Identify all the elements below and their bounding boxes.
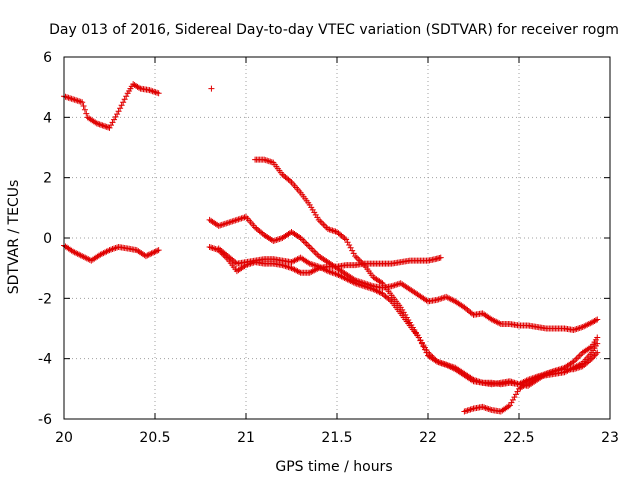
data-point [592,317,599,324]
data-points [61,81,601,415]
chart-title: Day 013 of 2016, Sidereal Day-to-day VTE… [49,22,619,38]
data-point [594,334,601,341]
data-point [99,122,106,129]
y-tick-label: -2 [38,291,52,307]
data-point [147,251,154,258]
ticks: 20 20.5 21 21.5 22 22.5 23 -6 -4 -2 0 2 4 6 [38,50,619,446]
data-point [149,249,156,256]
y-axis-label: SDTVAR / TECUs [6,180,22,295]
x-tick-label: 20 [55,430,73,446]
data-point [96,121,103,128]
x-axis-label: GPS time / hours [275,459,392,475]
y-tick-label: 0 [43,231,52,247]
data-point [93,120,100,127]
x-tick-label: 21 [237,430,255,446]
x-tick-label: 20.5 [139,430,170,446]
y-tick-label: 4 [43,110,52,126]
data-point [145,251,152,258]
data-point [154,247,161,254]
data-point [117,105,124,112]
x-tick-label: 23 [601,430,619,446]
data-point [420,343,427,350]
data-point [120,99,127,106]
data-point [121,96,128,103]
data-point [103,123,110,130]
series-arc-b-low [61,242,162,264]
data-point [118,102,125,109]
data-point [152,248,159,255]
y-tick-label: -6 [38,412,52,428]
data-point [123,93,130,100]
data-point [208,85,215,92]
series-arc-g [461,334,601,415]
data-point [95,120,102,127]
data-point [417,337,424,344]
x-tick-label: 22 [419,430,437,446]
data-point [418,340,425,347]
data-point [437,254,444,261]
data-point [115,108,122,115]
data-point [102,123,109,130]
y-tick-label: 6 [43,50,52,66]
data-point [80,103,87,110]
series-arc-a-high [61,81,162,131]
y-tick-label: 2 [43,171,52,187]
grid [64,57,610,419]
data-point [142,253,149,260]
data-point [144,252,151,259]
data-point [98,121,105,128]
data-point [83,110,90,117]
data-point [100,122,107,129]
data-point [151,249,158,256]
data-point [594,349,601,356]
series-arc-f [252,156,601,388]
data-point [423,349,430,356]
series-isolated [208,85,215,92]
data-point [415,334,422,341]
y-tick-label: -4 [38,352,52,368]
series-arc-d [206,213,601,334]
data-point [155,90,162,97]
data-point [79,99,86,106]
data-point [155,247,162,254]
data-point [135,84,142,91]
data-point [421,346,428,353]
x-tick-label: 22.5 [503,430,534,446]
x-tick-label: 21.5 [321,430,352,446]
data-point [81,106,88,113]
data-point [148,250,155,257]
data-point [594,316,601,323]
